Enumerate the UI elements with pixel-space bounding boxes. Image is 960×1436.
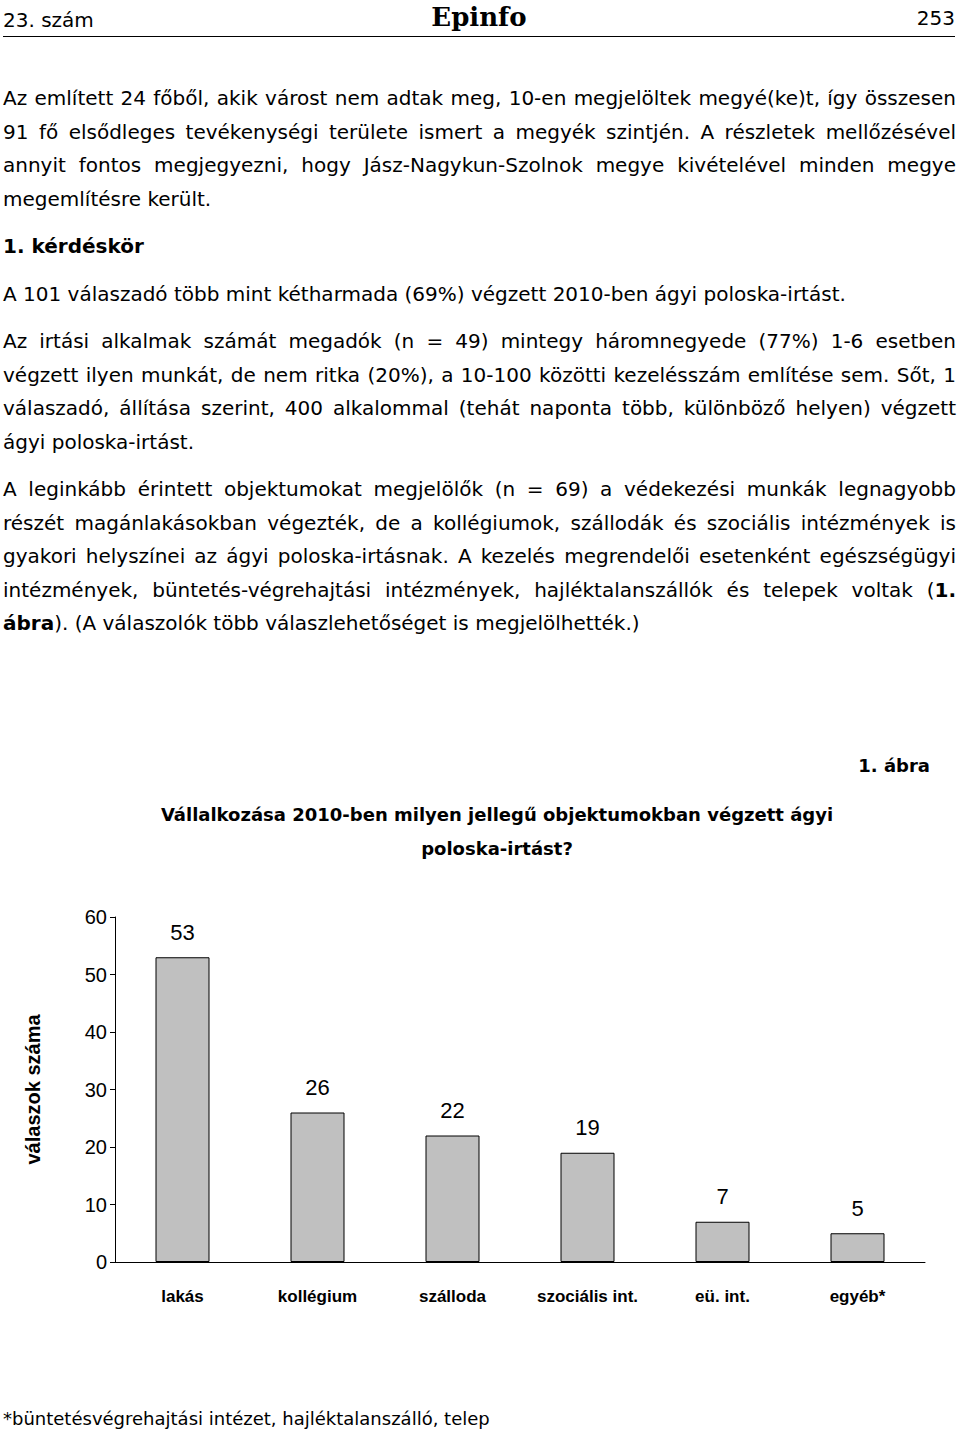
svg-text:egyéb*: egyéb* xyxy=(830,1287,886,1306)
svg-text:53: 53 xyxy=(170,920,194,945)
svg-text:0: 0 xyxy=(96,1251,107,1273)
svg-text:26: 26 xyxy=(305,1075,329,1100)
html-text:Az irtási alkalmak számát mega: Az irtási alkalmak számát megadók (n = 4… xyxy=(3,329,956,454)
html-text:A 101 válaszadó több mint kéth: A 101 válaszadó több mint kétharmada (69… xyxy=(3,281,846,306)
svg-text:30: 30 xyxy=(85,1079,107,1101)
html-text:23. szám: 23. szám xyxy=(3,8,94,32)
html-text:1. ábra: 1. ábra xyxy=(858,755,930,776)
svg-text:5: 5 xyxy=(851,1196,863,1221)
svg-text:60: 60 xyxy=(85,906,107,928)
svg-text:kollégium: kollégium xyxy=(278,1287,357,1306)
svg-text:20: 20 xyxy=(85,1136,107,1158)
html-text:Vállalkozása 2010-ben milyen j: Vállalkozása 2010-ben milyen jellegű obj… xyxy=(160,804,834,859)
svg-text:22: 22 xyxy=(440,1098,464,1123)
html-text:Az említett 24 főből, akik vár: Az említett 24 főből, akik várost nem ad… xyxy=(3,86,956,211)
svg-text:lakás: lakás xyxy=(161,1287,204,1306)
html-text:A leginkább érintett objektumo: A leginkább érintett objektumokat megjel… xyxy=(3,477,956,635)
svg-text:19: 19 xyxy=(575,1115,599,1140)
svg-text:szálloda: szálloda xyxy=(419,1287,487,1306)
svg-text:válaszok száma: válaszok száma xyxy=(22,1014,44,1165)
svg-text:50: 50 xyxy=(85,964,107,986)
svg-text:10: 10 xyxy=(85,1194,107,1216)
svg-text:eü. int.: eü. int. xyxy=(695,1287,750,1306)
svg-text:40: 40 xyxy=(85,1021,107,1043)
html-text:Epinfo: Epinfo xyxy=(431,2,527,32)
html-text:253: 253 xyxy=(916,6,955,30)
svg-text:szociális int.: szociális int. xyxy=(537,1287,638,1306)
html-text:*büntetésvégrehajtási intézet,: *büntetésvégrehajtási intézet, hajléktal… xyxy=(3,1408,490,1429)
svg-text:7: 7 xyxy=(716,1184,728,1209)
html-text:1. kérdéskör: 1. kérdéskör xyxy=(3,234,144,258)
